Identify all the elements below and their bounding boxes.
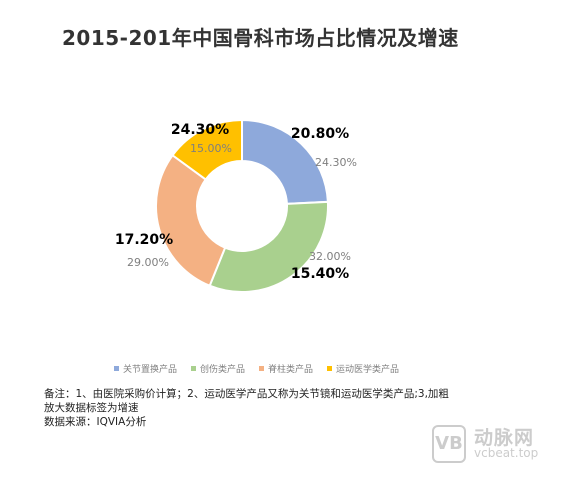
legend-label: 创伤类产品 — [200, 364, 246, 375]
legend-item-1: 关节置换产品 — [114, 362, 177, 375]
share-label-3: 29.00% — [127, 256, 169, 269]
share-label-1: 24.30% — [315, 156, 357, 169]
growth-label-3: 17.20% — [115, 232, 173, 248]
share-label-2: 32.00% — [309, 250, 351, 263]
growth-label-4: 24.30% — [171, 122, 229, 138]
footnote-line-2: 放大数据标签为增速 — [44, 402, 139, 414]
donut-slice-3 — [155, 153, 227, 287]
watermark-site: vcbeat.top — [474, 446, 539, 460]
legend-label: 脊柱类产品 — [268, 364, 314, 375]
legend-label: 关节置换产品 — [123, 364, 178, 375]
legend-swatch — [191, 365, 197, 371]
legend-item-4: 运动医学类产品 — [327, 362, 399, 375]
chart-legend: 关节置换产品 创伤类产品 脊柱类产品 运动医学类产品 — [114, 361, 399, 375]
growth-label-1: 20.80% — [291, 126, 349, 142]
chart-title: 2015-201年中国骨科市场占比情况及增速 — [62, 26, 459, 50]
legend-item-2: 创伤类产品 — [191, 362, 245, 375]
legend-item-3: 脊柱类产品 — [259, 362, 313, 375]
legend-swatch — [259, 365, 265, 371]
footnotes: 备注：1、由医院采购价计算；2、运动医学产品又称为关节镜和运动医学类产品;3,加… — [44, 387, 464, 429]
legend-swatch — [114, 365, 119, 371]
legend-swatch — [327, 365, 333, 371]
watermark-name: 动脉网 — [474, 427, 535, 449]
growth-label-2: 15.40% — [291, 266, 349, 282]
donut-slice-2 — [208, 200, 329, 293]
donut-slice-4 — [171, 118, 243, 181]
watermark-logo: VB — [432, 425, 466, 463]
footnote-source: 数据来源：IQVIA分析 — [44, 416, 147, 428]
share-label-4: 15.00% — [190, 142, 232, 155]
legend-label: 运动医学类产品 — [336, 364, 400, 375]
watermark: VB 动脉网 vcbeat.top — [432, 423, 572, 463]
footnote-line-1: 备注：1、由医院采购价计算；2、运动医学产品又称为关节镜和运动医学类产品;3,加… — [44, 388, 449, 400]
